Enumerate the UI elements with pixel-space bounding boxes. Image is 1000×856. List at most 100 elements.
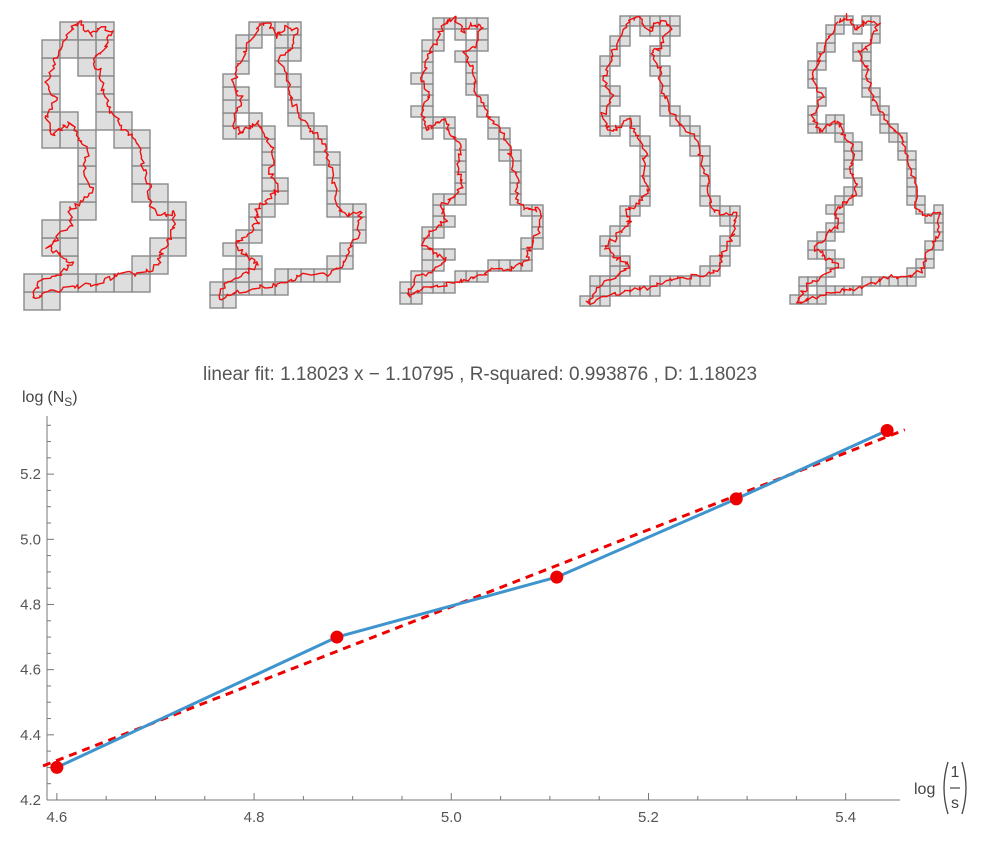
box-count-panel [209,21,367,309]
x-label-num: 1 [951,764,960,781]
grid-box [313,268,328,283]
grid-box [421,248,434,261]
y-tick-label: 4.2 [20,792,41,809]
grid-box [649,15,661,27]
grid-box [41,75,61,95]
y-label-log: log [22,389,43,406]
grid-box [861,276,872,287]
grid-box [834,285,845,296]
grid-box [487,259,500,272]
grid-box [834,24,845,35]
grid-box [589,275,601,287]
grid-box [879,123,890,134]
grid-box [287,99,302,114]
x-label-den: s [951,795,959,812]
grid-box [807,123,818,134]
grid-box [669,115,681,127]
grid-box [906,186,917,197]
x-tick-label: 4.8 [244,809,265,826]
data-point [729,492,743,506]
x-label-paren-left [943,761,949,815]
grid-box [274,177,289,192]
grid-box [816,285,827,296]
x-label-log: log [914,781,935,798]
log-log-plot: linear fit: 1.18023 x − 1.10795 , R-squa… [20,364,967,826]
grid-box [23,273,43,293]
grid-box [861,51,872,62]
grid-box [41,111,61,131]
grid-box [222,242,237,257]
grid-box [476,39,489,52]
grid-box [313,151,328,166]
grid-box [274,47,289,62]
coastline [796,13,942,304]
box-counting-maps [23,13,944,311]
y-tick-label: 5.0 [20,531,41,548]
grid-box [619,35,631,47]
grid-box [274,190,289,205]
grid-box [906,276,917,287]
grid-box [649,275,661,287]
coastline [406,15,542,298]
grid-box [77,129,97,149]
x-tick-label: 4.6 [46,809,67,826]
grid-box [816,276,827,287]
y-label-close: ) [72,389,77,406]
grid-box [454,160,467,173]
grid-box [599,285,611,297]
grid-box [59,39,79,59]
grid-box [924,249,935,260]
grid-box [95,75,115,95]
grid-box [465,39,478,52]
svg-text:log(NS): log (NS) [22,389,78,409]
coastline [218,22,363,301]
grid-box [609,245,621,257]
grid-box [410,105,423,118]
grid-box [95,273,115,293]
grid-box [432,226,445,239]
grid-box [852,177,863,188]
data-point [550,570,564,584]
box-count-panel [579,15,741,307]
grid-box [113,129,133,149]
grid-box [699,145,711,157]
grid-box [222,73,237,88]
grid-box [897,276,908,287]
grid-box [235,60,250,75]
x-tick-label: 5.4 [835,809,856,826]
grid-box [248,112,263,127]
grid-box [870,87,881,98]
grid-box [274,268,289,283]
grid-box [248,268,263,283]
fit-title: linear fit: 1.18023 x − 1.10795 , R-squa… [203,364,757,385]
axes: 4.6 4.8 5.0 5.2 5.4 4.2 4.4 4.6 4.8 5.0 5.2 [20,416,900,826]
grid-box [41,39,61,59]
grid-box [77,39,97,59]
grid-box [235,255,250,270]
grid-box [222,86,237,101]
grid-box [432,281,445,294]
x-label-paren-right [961,761,967,815]
grid-box [222,294,237,309]
plot-marks [42,423,906,774]
y-label-sub: S [64,395,72,409]
grid-box [825,42,836,53]
grid-box [77,183,97,203]
grid-box [131,165,151,185]
grid-box [209,294,224,309]
grid-box [432,204,445,217]
grid-box [699,265,711,277]
y-tick-label: 4.6 [20,662,41,679]
grid-box [399,281,412,294]
grid-box [498,149,511,162]
coastline [32,20,177,300]
grid-box [825,258,836,269]
grid-box [619,25,631,37]
y-label-n: N [53,389,65,406]
x-tick-label: 5.2 [638,809,659,826]
grid-box [719,215,731,227]
grid-box [41,291,61,311]
grid-box [77,57,97,77]
grid-box [852,141,863,152]
